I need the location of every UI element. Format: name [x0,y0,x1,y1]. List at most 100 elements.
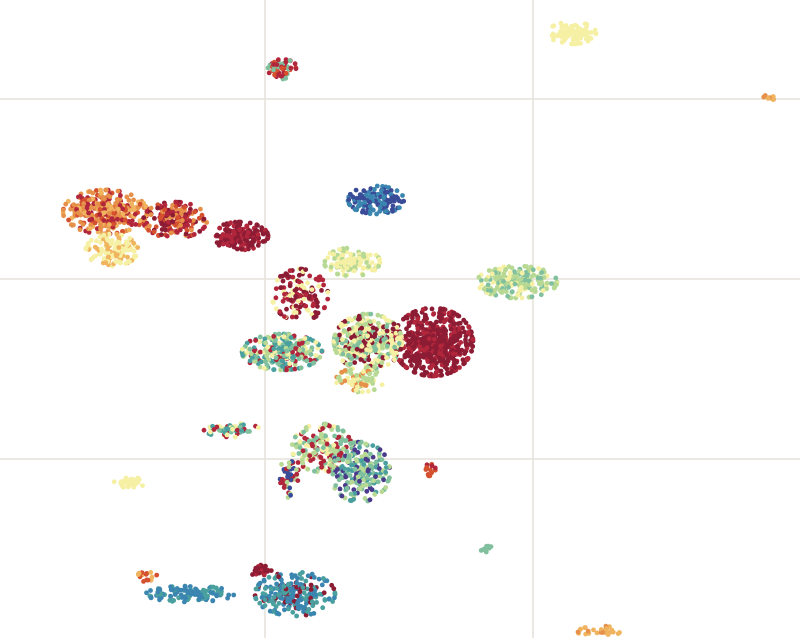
data-point [259,225,265,231]
data-point [401,316,406,322]
data-point [332,595,337,601]
data-point [569,41,574,47]
data-point [457,333,463,339]
data-point [377,256,382,262]
data-point [506,285,511,290]
data-point [451,363,457,368]
data-point [311,301,316,306]
data-point [183,222,189,228]
data-point [361,265,367,271]
data-point [100,248,105,254]
data-point [488,288,494,294]
data-point [117,259,122,265]
data-point [539,270,545,275]
data-point [375,479,381,485]
data-point [151,229,157,235]
data-point [116,235,122,241]
data-point [281,583,287,589]
data-point [313,340,319,345]
data-point [417,353,423,359]
data-point [316,576,322,582]
data-point [353,457,359,462]
data-point [451,321,456,327]
data-point [244,224,250,230]
data-point [115,188,121,194]
data-point [346,197,352,203]
data-point [305,466,311,472]
data-point [352,206,358,212]
data-point [415,316,421,322]
data-point [351,378,357,384]
data-point [107,194,113,200]
data-point [540,288,546,294]
data-point [197,229,203,234]
data-point [120,229,125,234]
data-point [108,205,114,211]
data-point [258,359,264,365]
data-point [293,314,299,320]
data-point [117,203,123,208]
data-point [353,387,359,393]
data-point [178,207,184,213]
data-point [501,278,506,284]
data-point [127,259,132,265]
data-point [324,441,330,447]
data-point [222,237,228,243]
data-point [122,217,128,223]
data-point [164,211,170,217]
data-point [128,192,134,198]
cluster-23 [144,583,237,605]
data-point [272,72,277,78]
data-point [366,357,372,363]
data-point [401,198,407,204]
data-point [424,320,430,326]
data-point [304,358,310,364]
data-point [357,478,362,484]
data-point [281,485,287,490]
data-point [478,548,484,553]
data-point [309,345,315,351]
data-point [367,319,373,325]
data-point [337,332,342,338]
data-point [167,597,173,603]
data-point [318,455,324,460]
cluster-12 [390,306,476,379]
data-point [426,336,432,342]
data-point [397,330,403,336]
data-point [415,330,421,336]
data-point [85,241,91,246]
data-point [159,220,165,226]
data-point [284,479,290,485]
data-point [106,222,112,228]
data-point [454,312,460,318]
data-point [366,342,372,348]
data-point [339,340,345,346]
data-point [266,574,272,580]
data-point [323,433,328,439]
data-point [346,316,352,322]
data-point [177,227,183,233]
data-point [444,366,450,372]
data-point [340,437,345,442]
data-point [362,200,367,205]
data-point [317,277,322,283]
data-point [382,452,387,458]
data-point [361,188,367,194]
data-point [424,345,430,351]
data-point [136,476,141,481]
data-point [253,338,258,343]
data-point [365,333,370,339]
data-point [352,360,358,365]
data-point [348,441,354,446]
data-point [388,338,394,344]
data-point [137,218,143,224]
data-point [288,477,294,483]
data-point [88,222,94,228]
data-point [451,310,456,316]
data-point [429,463,435,469]
data-point [311,611,317,616]
data-point [295,576,300,581]
data-point [369,487,375,492]
data-point [300,457,305,463]
